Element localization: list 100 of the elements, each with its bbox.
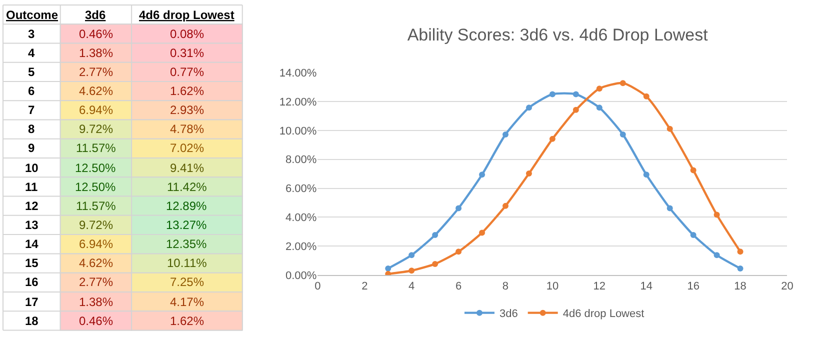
- data-label: 7.25%: [170, 275, 204, 289]
- point: [479, 230, 486, 236]
- data-label: 10.11%: [167, 256, 208, 270]
- y-tick-label: 10: [25, 161, 39, 175]
- y-tick-label: 9: [28, 141, 35, 155]
- data-label: 13.27%: [166, 218, 208, 232]
- point: [526, 104, 532, 111]
- y-tick-label: 2.00%: [285, 241, 317, 254]
- point: [479, 172, 486, 178]
- y-tick-label: 14.00%: [279, 67, 317, 80]
- y-tick-label: 14: [25, 237, 39, 251]
- data-label: 1.38%: [79, 46, 114, 60]
- y-tick-label: 4: [28, 46, 35, 60]
- point: [432, 260, 438, 267]
- point: [408, 252, 415, 258]
- chart-title: Ability Scores: 3d6 vs. 4d6 Drop Lowest: [407, 25, 708, 44]
- y-tick-label: 4.00%: [285, 212, 317, 224]
- point: [572, 91, 579, 98]
- point: [502, 202, 508, 209]
- x-tick-label: 12: [593, 280, 606, 292]
- point: [666, 205, 673, 212]
- point: [385, 265, 392, 272]
- data-label: 2.77%: [79, 65, 114, 79]
- data-label: 1.62%: [170, 84, 204, 98]
- point: [456, 205, 462, 212]
- x-tick-label: 6: [455, 280, 462, 292]
- y-tick-label: 18: [25, 314, 39, 328]
- data-label: 0.46%: [79, 314, 114, 328]
- data-label: 2.93%: [170, 103, 204, 117]
- point: [643, 93, 650, 100]
- y-tick-label: 8.00%: [285, 154, 317, 166]
- data-label: 0.08%: [170, 27, 204, 41]
- y-tick-label: 6.00%: [285, 183, 317, 196]
- point: [549, 136, 556, 142]
- point: [596, 86, 602, 92]
- point: [714, 212, 720, 218]
- data-label: 9.72%: [79, 218, 114, 232]
- y-tick-label: 17: [25, 295, 39, 309]
- point: [666, 126, 673, 132]
- data-label: 1.38%: [79, 295, 114, 309]
- data-label: 11.42%: [167, 180, 208, 194]
- y-tick-label: 15: [25, 256, 39, 270]
- x-tick-label: 10: [546, 280, 559, 292]
- point: [456, 248, 462, 255]
- y-tick-label: 11: [25, 180, 38, 194]
- data-label: 11.57%: [76, 199, 116, 213]
- y-tick-label: 3: [28, 27, 35, 41]
- x-tick-label: 14: [640, 280, 652, 292]
- y-tick-label: 7: [28, 103, 35, 117]
- point: [526, 170, 532, 177]
- y-tick-label: 8: [28, 122, 35, 136]
- legend-label: 4d6 drop Lowest: [562, 308, 644, 320]
- data-label: 11.57%: [76, 141, 116, 155]
- point: [549, 91, 556, 98]
- data-label: 0.31%: [170, 46, 204, 60]
- data-label: 4.62%: [79, 84, 114, 98]
- data-label: 7.02%: [170, 141, 204, 155]
- data-label: 6.94%: [79, 103, 114, 117]
- annotation: Outcome: [6, 8, 58, 22]
- legend-label: 3d6: [499, 308, 518, 320]
- y-tick-label: 12.00%: [279, 96, 317, 108]
- data-label: 0.46%: [79, 27, 114, 41]
- data-label: 9.72%: [79, 122, 114, 136]
- point: [643, 172, 650, 178]
- data-label: 12.35%: [166, 237, 208, 251]
- y-tick-label: 0.00%: [285, 270, 317, 282]
- y-tick-label: 12: [25, 199, 39, 213]
- data-label: 12.50%: [75, 161, 116, 175]
- data-label: 4.62%: [79, 256, 114, 270]
- x-tick-label: 8: [502, 280, 509, 292]
- point: [714, 252, 720, 258]
- x-tick-label: 4: [408, 280, 415, 292]
- y-tick-label: 5: [28, 65, 35, 79]
- point: [572, 106, 579, 113]
- data-label: 4.17%: [170, 295, 204, 309]
- point: [737, 265, 744, 272]
- point: [408, 268, 415, 274]
- x-tick-label: 20: [781, 280, 794, 292]
- point: [620, 80, 626, 86]
- point: [737, 248, 744, 255]
- data-label: 1.62%: [170, 314, 204, 328]
- point: [385, 270, 392, 276]
- data-label: 12.89%: [166, 199, 208, 213]
- point: [690, 232, 696, 238]
- x-tick-label: 16: [687, 280, 700, 292]
- point: [690, 167, 696, 174]
- y-tick-label: 10.00%: [279, 125, 317, 138]
- data-label: 6.94%: [79, 237, 114, 251]
- x-tick-label: 0: [314, 280, 321, 292]
- x-tick-label: 18: [734, 280, 746, 292]
- point: [502, 131, 508, 138]
- data-label: 0.77%: [170, 65, 204, 79]
- point: [620, 131, 626, 138]
- data-label: 12.50%: [75, 180, 116, 194]
- data-label: 9.41%: [170, 161, 204, 175]
- y-tick-label: 6: [28, 84, 35, 98]
- point: [596, 104, 602, 111]
- point: [432, 232, 438, 238]
- x-tick-label: 2: [362, 280, 368, 292]
- y-tick-label: 13: [25, 218, 39, 232]
